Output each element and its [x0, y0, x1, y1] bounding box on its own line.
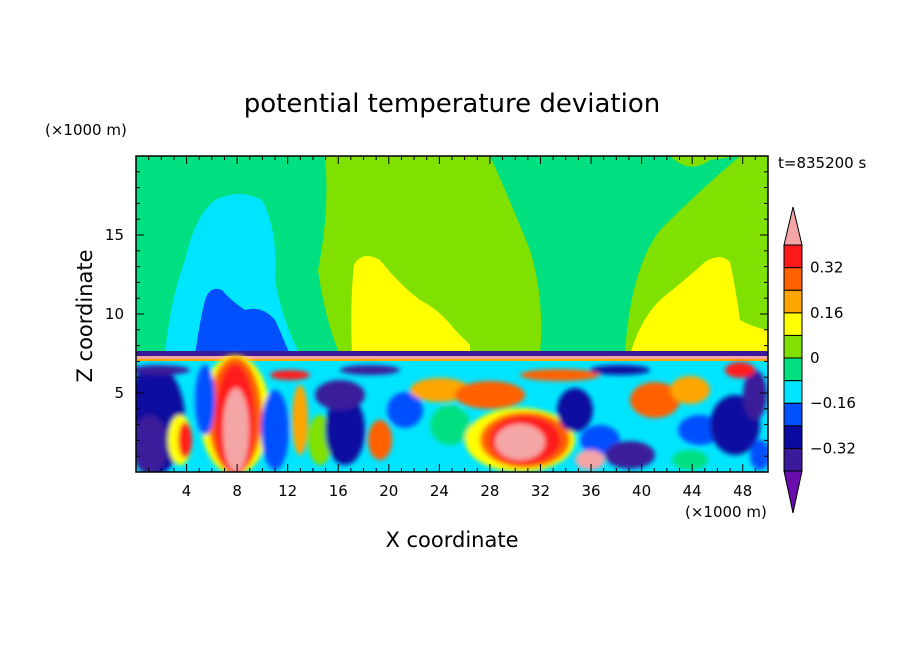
y-axis-label: Z coordinate: [73, 249, 97, 382]
colorbar-bin: [783, 289, 803, 314]
region-blue-core: [195, 288, 290, 355]
colorbar-bin: [783, 402, 803, 427]
colorbar-label: −0.32: [810, 439, 856, 457]
colorbar: 0.32 0.16 0 −0.16 −0.32: [783, 206, 856, 514]
inversion-pink: [136, 356, 768, 359]
y-tick-label: 5: [114, 384, 124, 402]
colorbar-bin: [783, 447, 803, 472]
x-tick-label: 36: [581, 482, 600, 500]
inversion-purple: [136, 351, 768, 357]
colorbar-bin: [783, 244, 803, 269]
colorbar-bin: [783, 357, 803, 382]
colorbar-bin: [783, 380, 803, 404]
time-label: t=835200 s: [778, 154, 866, 172]
contour-field: [136, 156, 768, 472]
x-tick-label: 4: [182, 482, 192, 500]
x-axis-ticks: 4 8 12 16 20 24 28 32 36 40 44 48: [148, 156, 756, 500]
chart-title: potential temperature deviation: [244, 89, 660, 119]
x-tick-label: 32: [531, 482, 550, 500]
colorbar-max-arrow: [783, 206, 803, 246]
y-unit-label: (×1000 m): [45, 121, 127, 139]
x-unit-label: (×1000 m): [685, 503, 767, 521]
lower-blobs: [136, 355, 768, 472]
x-tick-label: 48: [733, 482, 752, 500]
region-green-mid: [300, 156, 340, 355]
colorbar-label: −0.16: [810, 394, 856, 412]
colorbar-label: 0.16: [810, 304, 843, 322]
x-tick-label: 44: [683, 482, 702, 500]
colorbar-bin: [783, 267, 803, 291]
colorbar-label: 0.32: [810, 259, 843, 277]
inversion-orange: [136, 359, 768, 361]
x-axis-label: X coordinate: [385, 528, 518, 552]
x-tick-label: 16: [329, 482, 348, 500]
x-tick-label: 40: [632, 482, 651, 500]
colorbar-bin: [783, 425, 803, 449]
region-green-right: [490, 156, 740, 355]
x-tick-label: 12: [278, 482, 297, 500]
x-tick-label: 24: [430, 482, 449, 500]
colorbar-bin: [783, 334, 803, 359]
region-yellow-left: [351, 256, 470, 355]
region-yellow-right: [630, 257, 768, 355]
colorbar-bin: [783, 312, 803, 336]
colorbar-min-arrow: [783, 470, 803, 514]
colorbar-label: 0: [810, 349, 820, 367]
y-tick-label: 15: [105, 226, 124, 244]
y-axis-ticks: 5 10 15: [105, 171, 768, 457]
x-tick-label: 28: [480, 482, 499, 500]
y-tick-label: 10: [105, 305, 124, 323]
region-green-dip: [470, 299, 508, 355]
x-tick-label: 20: [379, 482, 398, 500]
x-tick-label: 8: [232, 482, 242, 500]
